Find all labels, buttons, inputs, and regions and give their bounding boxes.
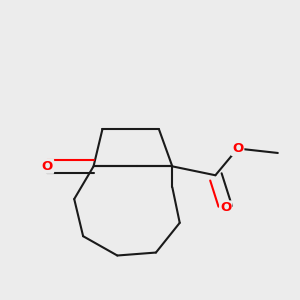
Text: O: O — [220, 202, 231, 214]
Text: O: O — [232, 142, 243, 155]
Text: O: O — [42, 160, 53, 173]
